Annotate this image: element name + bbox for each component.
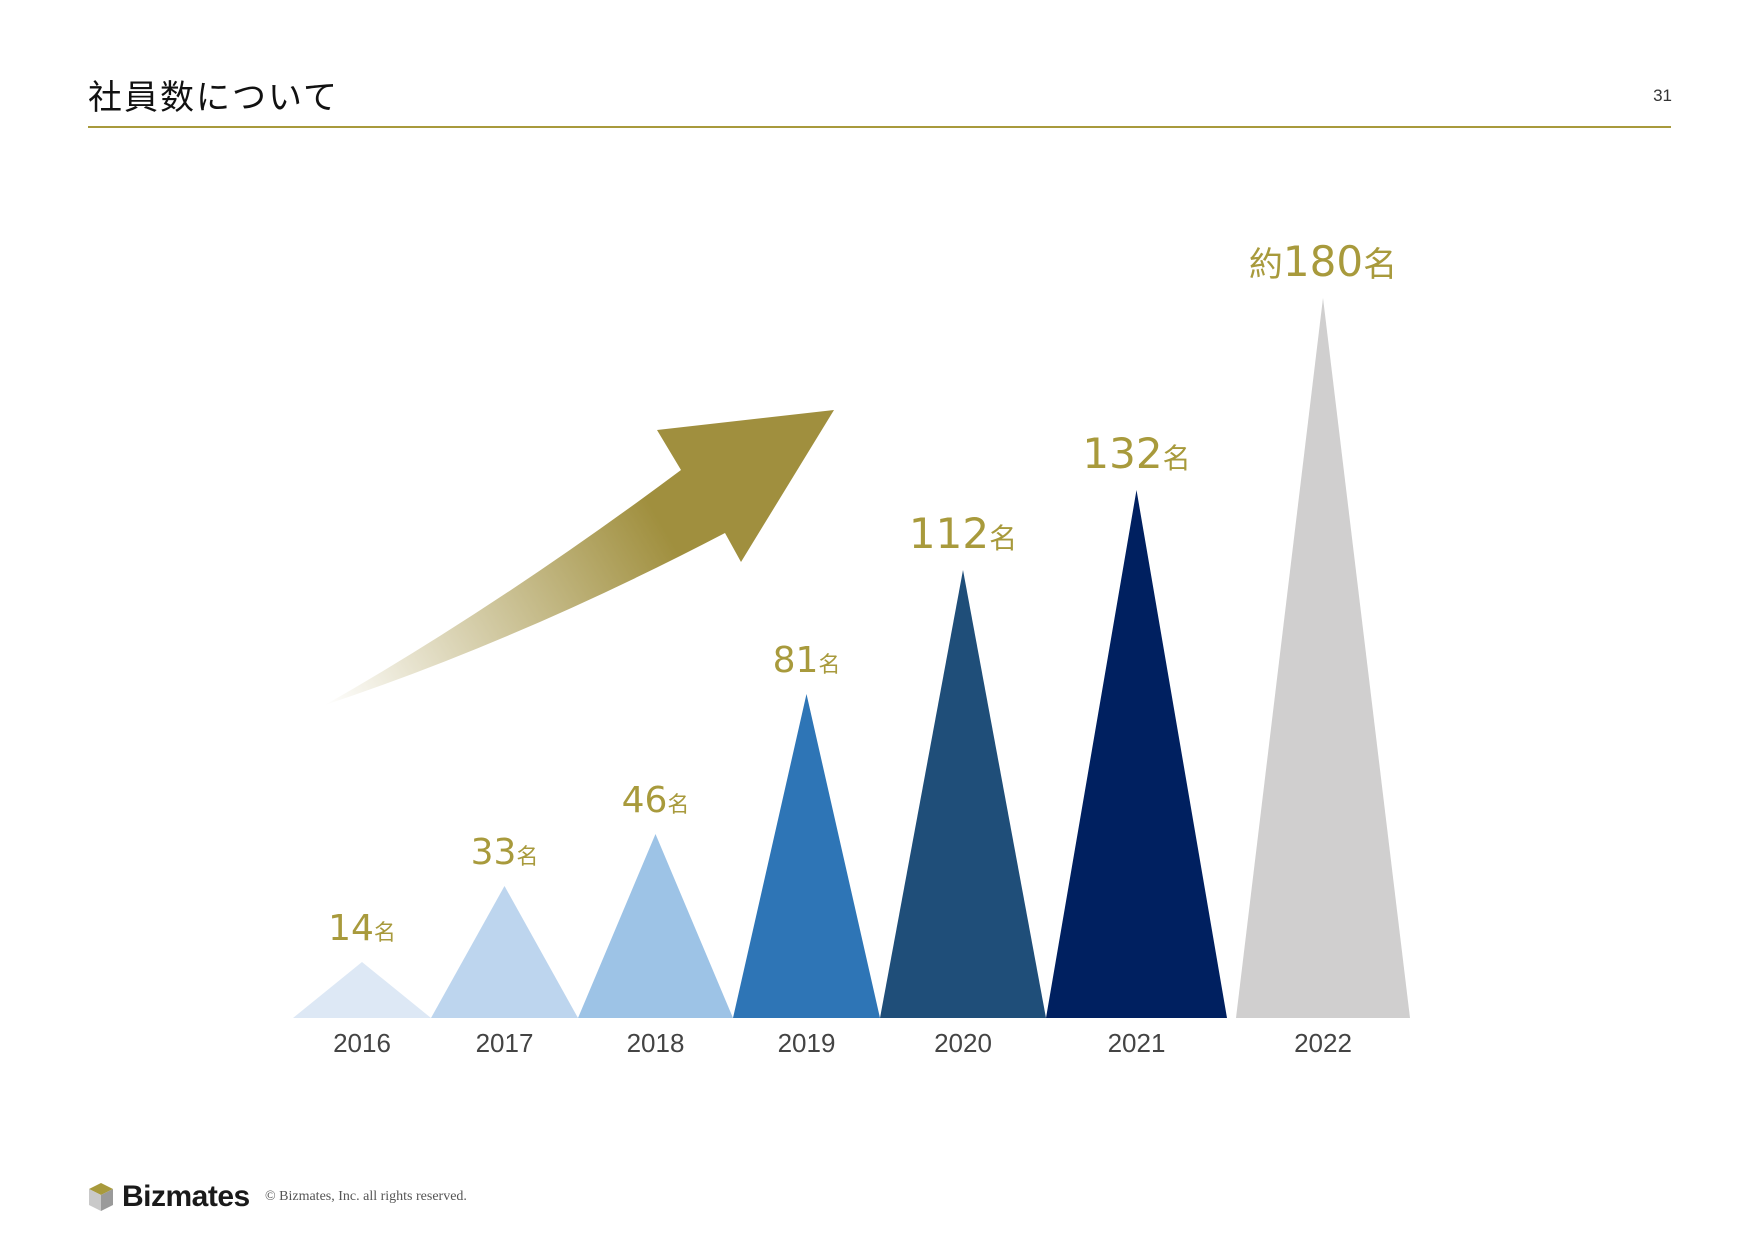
data-label-2017: 33名 xyxy=(471,832,539,873)
bar-2016 xyxy=(293,962,431,1018)
data-label-2021: 132名 xyxy=(1082,429,1190,478)
page-number: 31 xyxy=(1653,86,1672,105)
logo-wordmark: Bizmates xyxy=(122,1180,250,1213)
triangle-bars xyxy=(293,298,1410,1018)
growth-arrow xyxy=(325,410,834,705)
data-label-2019: 81名 xyxy=(773,640,841,681)
bar-2021 xyxy=(1046,490,1227,1018)
data-label-2022: 約180名 xyxy=(1249,237,1397,286)
data-label-2016: 14名 xyxy=(328,908,396,949)
page-title: 社員数について xyxy=(88,78,339,118)
bar-2017 xyxy=(431,886,578,1018)
data-label-2020: 112名 xyxy=(909,509,1017,558)
x-tick-label-2020: 2020 xyxy=(934,1028,992,1058)
x-tick-label-2017: 2017 xyxy=(476,1028,534,1058)
x-tick-label-2018: 2018 xyxy=(627,1028,685,1058)
x-tick-label-2022: 2022 xyxy=(1294,1028,1352,1058)
cube-logo-icon xyxy=(89,1183,113,1211)
x-tick-label-2016: 2016 xyxy=(333,1028,391,1058)
x-tick-label-2019: 2019 xyxy=(778,1028,836,1058)
x-tick-label-2021: 2021 xyxy=(1108,1028,1166,1058)
value-labels: 14名 33名 46名 81名 112名 132名 約180名 xyxy=(328,237,1397,949)
x-axis-labels: 2016 2017 2018 2019 2020 2021 2022 xyxy=(333,1028,1352,1058)
bar-2019 xyxy=(733,694,880,1018)
company-logo: Bizmates xyxy=(88,1180,250,1214)
title-divider xyxy=(88,126,1671,128)
bar-2018 xyxy=(578,834,733,1018)
bar-2020 xyxy=(880,570,1046,1018)
data-label-2018: 46名 xyxy=(622,780,690,821)
bar-2022 xyxy=(1236,298,1410,1018)
copyright-notice: © Bizmates, Inc. all rights reserved. xyxy=(265,1189,467,1204)
